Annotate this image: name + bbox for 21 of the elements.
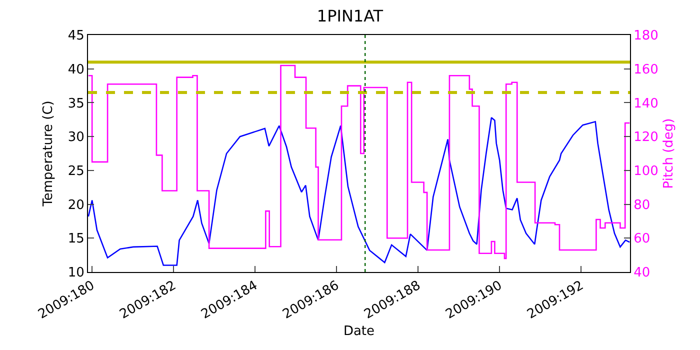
y-tick-label: 45 bbox=[68, 28, 84, 44]
line-series bbox=[88, 116, 630, 266]
y-axis-title: Temperature (C) bbox=[41, 100, 56, 208]
y2-tick-label: 140 bbox=[634, 96, 658, 112]
y2-tick-label: 120 bbox=[634, 130, 658, 146]
y2-tick-label: 60 bbox=[634, 232, 650, 247]
x-axis-title: Date bbox=[343, 324, 375, 339]
y2-tick-label: 80 bbox=[634, 198, 650, 213]
y-tick-label: 30 bbox=[68, 130, 84, 146]
chart-title: 1PIN1AT bbox=[316, 6, 384, 26]
y2-tick-label: 40 bbox=[634, 266, 650, 281]
y-tick-label: 40 bbox=[68, 62, 84, 78]
y2-tick-label: 100 bbox=[634, 164, 658, 179]
y2-tick-label: 160 bbox=[634, 62, 658, 78]
y2-axis-title: Pitch (deg) bbox=[662, 118, 676, 189]
y-tick-label: 15 bbox=[68, 232, 84, 247]
y-tick-label: 35 bbox=[68, 96, 84, 112]
y-tick-label: 25 bbox=[68, 164, 84, 179]
y2-tick-label: 180 bbox=[634, 28, 658, 44]
y-tick-label: 10 bbox=[68, 266, 84, 281]
y-tick-label: 20 bbox=[68, 198, 84, 213]
